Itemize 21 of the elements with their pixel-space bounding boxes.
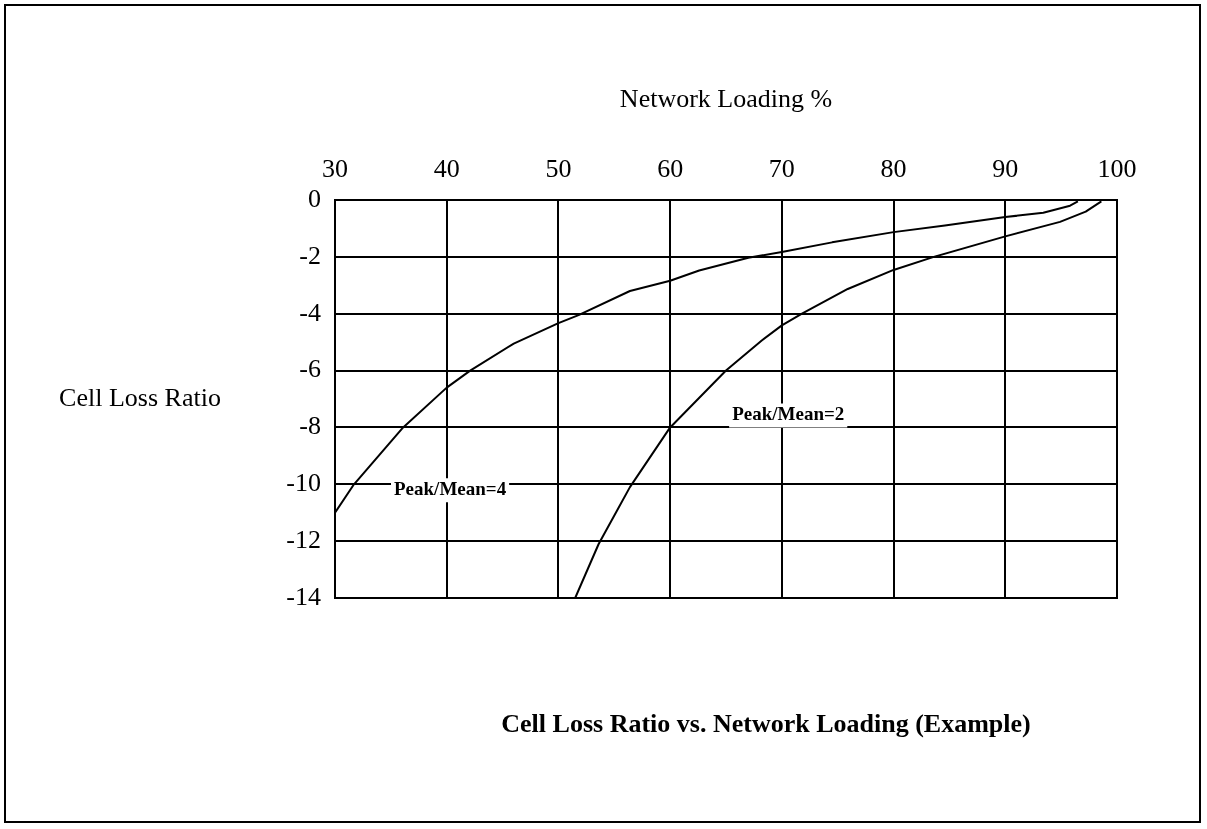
x-tick-label: 100: [1097, 154, 1137, 184]
x-tick-label: 90: [992, 154, 1019, 184]
x-axis-title: Network Loading %: [619, 83, 833, 113]
x-tick-label: 60: [657, 154, 684, 184]
y-tick-label: -12: [286, 524, 321, 554]
x-tick-label: 50: [545, 154, 572, 184]
y-axis-title: Cell Loss Ratio: [59, 382, 221, 412]
x-tick-label: 80: [880, 154, 907, 184]
x-tick-label: 30: [322, 154, 348, 184]
x-tick-label: 70: [768, 154, 795, 184]
text: Cell Loss Ratio vs. Network Loading (Example): [501, 708, 1031, 738]
y-tick-label: -10: [286, 468, 321, 498]
series-label: Peak/Mean=4: [393, 478, 507, 500]
y-tick-label: -8: [299, 411, 321, 441]
y-tick-label: -6: [299, 354, 321, 384]
y-tick-label: -4: [299, 297, 321, 327]
series-label: Peak/Mean=2: [732, 403, 845, 425]
y-tick-label: -2: [299, 240, 321, 270]
y-tick-label: 0: [308, 183, 321, 213]
x-tick-label: 40: [433, 154, 460, 184]
y-tick-label: -14: [286, 581, 321, 611]
